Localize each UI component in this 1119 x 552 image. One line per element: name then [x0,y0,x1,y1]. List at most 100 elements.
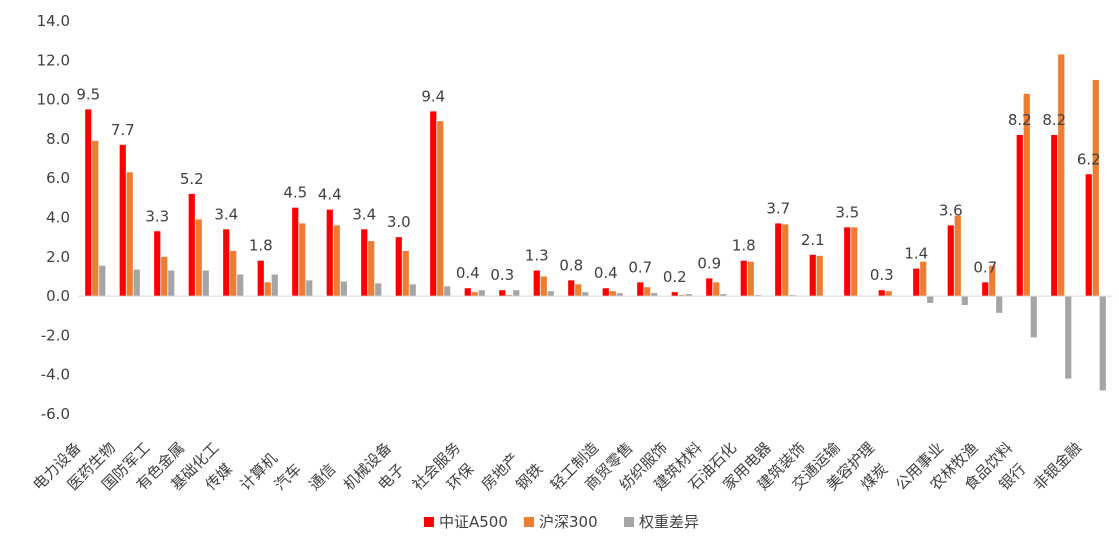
bar-hs300 [713,282,720,297]
bar-a500 [85,109,92,297]
y-tick-label: -6.0 [41,405,70,423]
bar-a500 [568,280,575,297]
y-tick-label: 0.0 [46,287,70,305]
bar-a500 [982,282,989,297]
data-label: 3.6 [939,201,963,219]
bar-weight-diff [340,281,347,297]
bar-weight-diff [616,293,623,297]
data-label: 9.5 [76,85,100,103]
bar-weight-diff [133,269,140,297]
y-tick-label: 6.0 [46,169,70,187]
bar-a500 [292,207,299,297]
bar-a500 [154,231,161,297]
bar-hs300 [161,256,168,297]
bar-a500 [499,290,506,297]
bar-a500 [1051,134,1058,297]
bar-hs300 [1092,79,1099,297]
bar-a500 [947,225,954,297]
legend-swatch [524,517,534,527]
bar-a500 [1016,134,1023,297]
bar-a500 [844,227,851,297]
data-labels-group: 9.5 7.7 3.3 5.2 3.4 1.8 4.5 4.4 3.4 3.0 9.4 0.4 0.3 1… [76,85,1100,286]
bar-hs300 [402,250,409,297]
data-label: 3.3 [145,207,169,225]
bar-hs300 [782,224,789,297]
bar-weight-diff [927,296,934,303]
legend-label: 沪深300 [539,513,598,531]
y-tick-label: 4.0 [46,209,70,227]
bar-a500 [361,229,368,297]
data-label: 1.3 [525,247,549,265]
bar-a500 [878,290,885,297]
bar-weight-diff [1065,296,1072,379]
bar-hs300 [126,172,133,297]
bar-a500 [913,268,920,297]
bar-hs300 [816,255,823,297]
y-tick-label: 8.0 [46,130,70,148]
bar-hs300 [954,215,961,297]
bar-hs300 [1023,93,1030,297]
bar-weight-diff [1099,296,1106,391]
bar-a500 [706,278,713,297]
bar-weight-diff [375,283,382,297]
data-label: 1.8 [732,237,756,255]
bar-a500 [775,223,782,297]
data-label: 9.4 [421,87,445,105]
data-label: 3.4 [352,205,376,223]
bar-weight-diff [237,274,244,297]
bar-a500 [119,144,126,297]
bar-a500 [533,270,540,297]
bar-a500 [637,282,644,297]
bar-hs300 [195,219,202,297]
data-label: 4.4 [318,186,342,204]
data-label: 8.2 [1008,111,1032,129]
data-label: 0.3 [490,266,514,284]
bar-weight-diff [478,290,485,297]
data-label: 3.5 [835,203,859,221]
bar-hs300 [609,291,616,297]
bar-weight-diff [582,292,589,297]
legend: 中证A500 沪深300 权重差异 [424,513,699,531]
data-label: 0.8 [559,256,583,274]
x-tick-label: 非银金融 [1030,439,1085,494]
legend-swatch [624,517,634,527]
bar-a500 [188,193,195,297]
data-label: 8.2 [1042,111,1066,129]
bar-weight-diff [961,296,968,305]
legend-label: 权重差异 [639,513,699,531]
bar-weight-diff [996,296,1003,313]
bar-a500 [395,237,402,297]
data-label: 7.7 [111,121,135,139]
bar-hs300 [299,223,306,297]
bar-a500 [671,292,678,297]
data-label: 0.2 [663,268,687,286]
bar-weight-diff [409,284,416,297]
bar-hs300 [1058,54,1065,297]
bar-weight-diff [547,291,554,297]
bar-weight-diff [513,290,520,297]
y-tick-label: -2.0 [41,326,70,344]
legend-swatch [424,517,434,527]
bar-a500 [464,288,471,297]
bar-weight-diff [651,293,658,297]
bar-hs300 [333,225,340,297]
bar-a500 [257,260,264,297]
bar-hs300 [747,261,754,297]
data-label: 0.4 [594,264,618,282]
y-axis: -6.0 -4.0 -2.0 0.0 2.0 4.0 6.0 8.0 10.0 12.0 14.0 [37,12,70,423]
bar-weight-diff [202,270,209,297]
data-label: 1.4 [904,245,928,263]
bar-a500 [326,209,333,297]
y-tick-label: 10.0 [37,91,70,109]
data-label: 3.0 [387,213,411,231]
bar-hs300 [989,265,996,297]
bar-weight-diff [99,265,106,297]
bar-weight-diff [1030,296,1037,338]
data-label: 0.7 [628,258,652,276]
x-tick-label: 通信 [305,460,339,494]
data-label: 1.8 [249,237,273,255]
y-tick-label: 14.0 [37,12,70,30]
